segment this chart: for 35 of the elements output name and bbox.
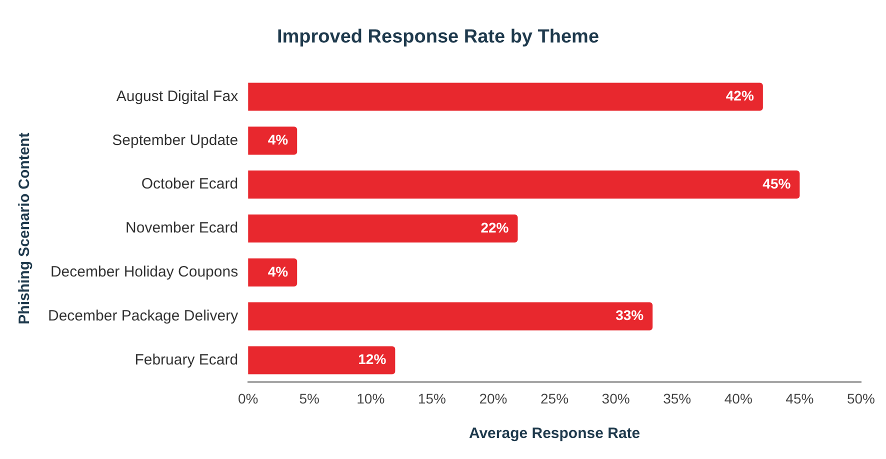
data-label: 22% xyxy=(480,219,510,236)
bar xyxy=(248,302,653,330)
x-tick-label: 40% xyxy=(724,390,752,406)
data-label: 12% xyxy=(358,351,387,368)
x-tick-label: 30% xyxy=(602,390,630,406)
x-tick-label: 45% xyxy=(786,390,814,406)
y-tick-label: December Holiday Coupons xyxy=(50,264,238,281)
bar xyxy=(248,214,518,243)
data-label: 45% xyxy=(762,175,792,192)
x-axis-title: Average Response Rate xyxy=(468,425,640,442)
bar xyxy=(248,346,396,374)
y-tick-label: September Update xyxy=(112,132,238,149)
chart-title: Improved Response Rate by Theme xyxy=(276,26,600,48)
data-label: 4% xyxy=(268,263,289,280)
bar xyxy=(248,82,763,111)
data-label: 4% xyxy=(268,132,289,148)
y-tick-label: August Digital Fax xyxy=(116,88,239,105)
x-tick-label: 10% xyxy=(356,390,385,406)
y-tick-label: December Package Delivery xyxy=(48,307,239,324)
x-tick-label: 25% xyxy=(540,390,569,406)
x-tick-label: 50% xyxy=(846,390,876,406)
x-tick-label: 35% xyxy=(663,390,692,406)
x-tick-label: 5% xyxy=(299,390,320,406)
x-tick-label: 0% xyxy=(238,390,258,406)
y-tick-label: October Ecard xyxy=(141,176,238,193)
y-axis-title: Phishing Scenario Content xyxy=(16,132,34,324)
y-tick-label: November Ecard xyxy=(126,220,238,237)
bar xyxy=(248,126,298,155)
bar xyxy=(248,170,800,199)
data-label: 42% xyxy=(726,88,754,104)
bar xyxy=(248,258,298,286)
y-tick-label: February Ecard xyxy=(134,351,238,368)
x-tick-label: 15% xyxy=(418,390,446,406)
x-tick-label: 20% xyxy=(479,390,508,406)
data-label: 33% xyxy=(616,307,644,324)
